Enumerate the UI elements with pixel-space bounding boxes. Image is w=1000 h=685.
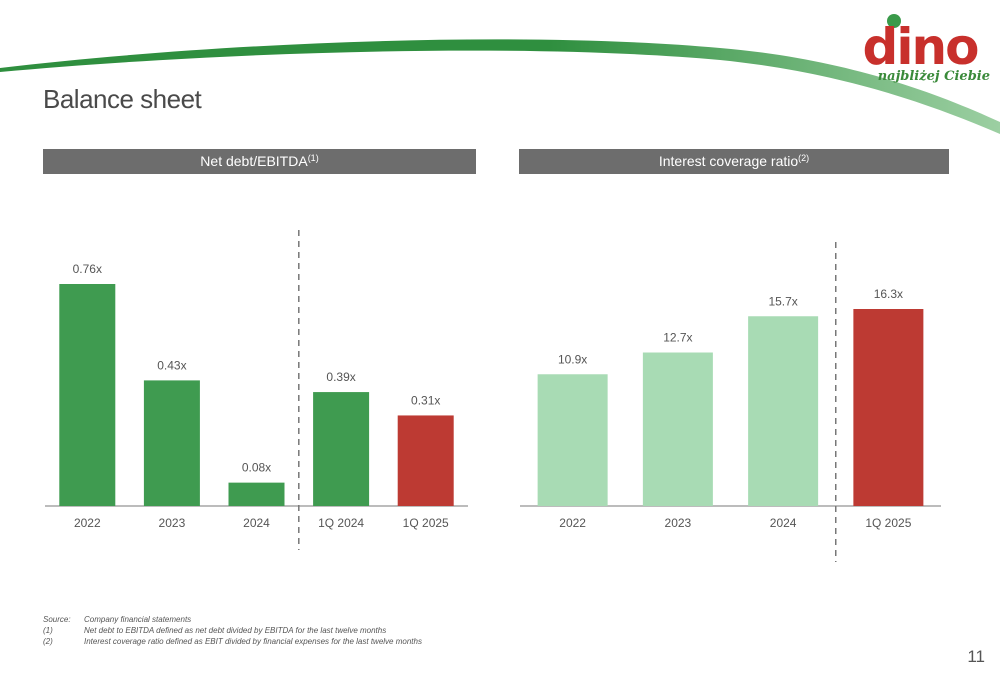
page-title: Balance sheet	[43, 84, 202, 114]
net-debt-ebitda-header: Net debt/EBITDA(1)	[43, 149, 476, 174]
bar-1q-2025	[397, 415, 454, 506]
value-label: 0.76x	[73, 262, 102, 276]
value-label: 16.3x	[874, 287, 903, 301]
category-label: 2023	[665, 516, 692, 530]
value-label: 0.31x	[411, 393, 440, 407]
footnote-ref-1: (1)	[307, 153, 319, 163]
footnote-source: Source: Company financial statements	[43, 614, 422, 625]
category-label: 1Q 2025	[865, 516, 911, 530]
bar-2023	[642, 352, 713, 506]
bar-2023	[143, 380, 200, 506]
dino-logo: dino najbliżej Ciebie	[863, 14, 990, 84]
value-label: 12.7x	[663, 331, 692, 345]
value-label: 15.7x	[768, 294, 797, 308]
logo-wordmark: dino	[863, 18, 979, 76]
footnote-2: (2) Interest coverage ratio defined as EB…	[43, 636, 422, 647]
category-label: 2024	[243, 516, 270, 530]
bar-2022	[537, 374, 608, 506]
value-label: 10.9x	[558, 352, 587, 366]
footnote-key: (1)	[43, 626, 53, 635]
category-label: 2022	[559, 516, 586, 530]
footnote-text: Net debt to EBITDA defined as net debt d…	[84, 626, 387, 635]
value-label: 0.39x	[326, 370, 355, 384]
logo-dot-icon	[887, 14, 901, 28]
bar-2024	[228, 482, 285, 506]
bar-1q-2025	[853, 309, 924, 506]
category-label: 2022	[74, 516, 101, 530]
net-debt-ebitda-header-label: Net debt/EBITDA	[200, 153, 308, 169]
value-label: 0.08x	[242, 461, 271, 475]
footnote-ref-2: (2)	[798, 153, 810, 163]
header-swoosh	[0, 39, 1000, 134]
footnote-key: Source:	[43, 615, 71, 624]
logo-tagline: najbliżej Ciebie	[878, 69, 990, 84]
bar-1q-2024	[313, 392, 370, 506]
bar-2022	[59, 284, 116, 506]
category-label: 2023	[159, 516, 186, 530]
footnote-1: (1) Net debt to EBITDA defined as net deb…	[43, 625, 422, 636]
page-number: 11	[967, 647, 985, 666]
category-label: 1Q 2025	[403, 516, 449, 530]
category-label: 2024	[770, 516, 797, 530]
value-label: 0.43x	[157, 358, 186, 372]
bar-2024	[748, 316, 819, 506]
interest-coverage-header: Interest coverage ratio(2)	[519, 149, 949, 174]
footnote-key: (2)	[43, 637, 53, 646]
category-label: 1Q 2024	[318, 516, 364, 530]
interest-coverage-header-label: Interest coverage ratio	[658, 153, 799, 169]
footnote-text: Company financial statements	[84, 615, 192, 624]
footnote-text: Interest coverage ratio defined as EBIT …	[84, 637, 422, 646]
footnotes: Source: Company financial statements (1) N…	[43, 614, 422, 647]
